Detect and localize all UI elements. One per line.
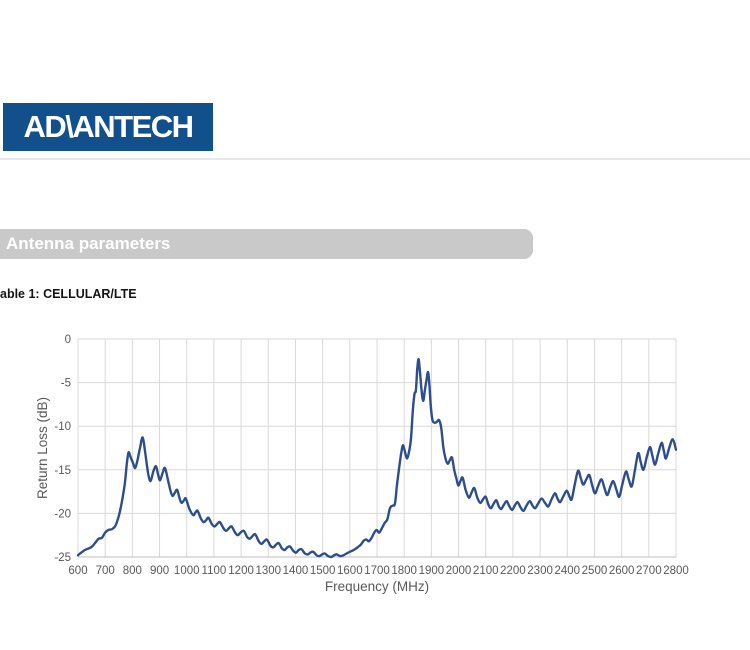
x-axis-tick-label: 1500 <box>310 565 336 577</box>
y-axis-tick-label: -5 <box>61 378 71 390</box>
x-axis-tick-label: 2800 <box>663 565 689 577</box>
x-axis-tick-label: 2000 <box>446 565 472 577</box>
section-banner: Antenna parameters <box>0 229 533 259</box>
y-axis-tick-label: -15 <box>54 465 71 477</box>
x-axis-tick-label: 1300 <box>255 565 281 577</box>
x-axis-tick-label: 2400 <box>554 565 580 577</box>
x-axis-tick-label: 2700 <box>636 565 662 577</box>
x-axis-tick-label: 1000 <box>174 565 200 577</box>
x-axis-tick-label: 2500 <box>582 565 608 577</box>
table-caption: able 1: CELLULAR/LTE <box>0 287 137 301</box>
x-axis-tick-label: 1700 <box>364 565 390 577</box>
advantech-logo: AD\ANTECH <box>3 103 213 151</box>
section-banner-label: Antenna parameters <box>6 234 171 253</box>
x-axis-tick-label: 1200 <box>228 565 254 577</box>
x-axis-tick-label: 2300 <box>527 565 553 577</box>
x-axis-tick-label: 1900 <box>419 565 445 577</box>
x-axis-tick-label: 800 <box>123 565 142 577</box>
y-axis-tick-label: -20 <box>54 508 71 520</box>
x-axis-tick-label: 1100 <box>202 565 227 577</box>
return-loss-line <box>76 357 678 559</box>
x-axis-tick-label: 700 <box>96 565 115 577</box>
x-axis-tick-label: 2600 <box>609 565 635 577</box>
x-axis-tick-label: 900 <box>150 565 169 577</box>
header-divider <box>0 158 750 160</box>
y-axis-tick-label: 0 <box>65 334 71 346</box>
y-axis-title: Return Loss (dB) <box>35 397 50 499</box>
x-axis-tick-label: 1400 <box>283 565 309 577</box>
y-axis-tick-label: -25 <box>54 552 71 564</box>
x-axis-title: Frequency (MHz) <box>325 579 429 594</box>
x-axis-tick-label: 1600 <box>337 565 363 577</box>
y-axis-tick-label: -10 <box>54 421 71 433</box>
x-axis-tick-label: 2200 <box>500 565 526 577</box>
x-axis-tick-label: 600 <box>68 565 87 577</box>
x-axis-tick-label: 2100 <box>473 565 499 577</box>
advantech-wordmark: AD\ANTECH <box>23 109 194 144</box>
x-axis-tick-label: 1800 <box>391 565 417 577</box>
